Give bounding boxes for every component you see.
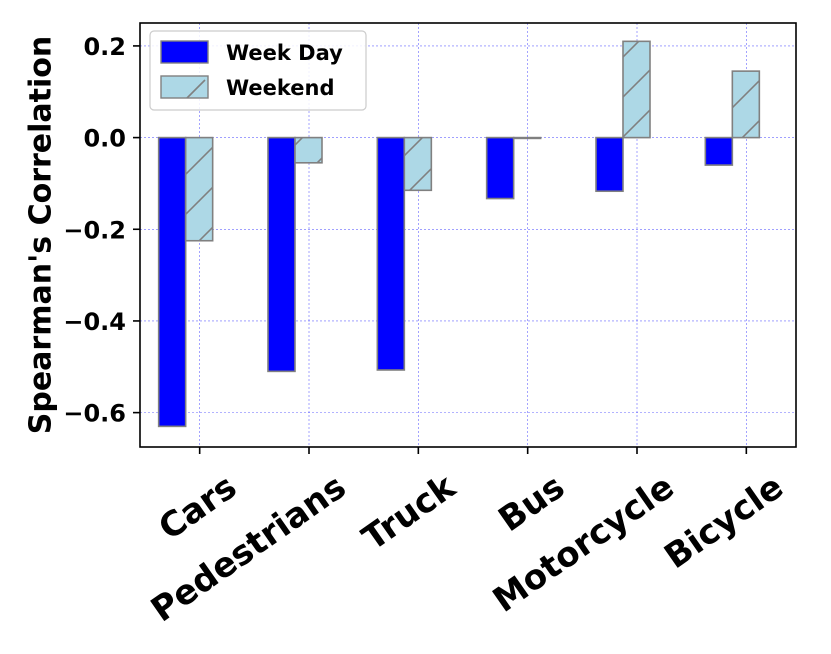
y-axis-label: Spearman's Correlation: [24, 36, 59, 435]
x-tick-label: Pedestrians: [144, 467, 353, 630]
bar-weekday: [157, 136, 187, 428]
y-tick-label: 0.2: [83, 33, 126, 61]
bar-weekday: [595, 136, 624, 193]
y-tick-label: −0.6: [63, 400, 126, 428]
x-tick-label: Truck: [355, 466, 464, 559]
y-tick-label: −0.4: [63, 308, 126, 336]
bar-hatch: [732, 71, 760, 138]
bar-weekday: [376, 136, 406, 371]
bar-hatch: [404, 137, 432, 191]
y-tick-label: −0.2: [63, 216, 126, 244]
bar-weekday: [485, 136, 515, 200]
bars: [157, 40, 761, 428]
bar-weekend: [512, 136, 542, 140]
legend-hatch: [186, 79, 206, 99]
bar-weekday: [267, 136, 296, 373]
x-tick-label: Bicycle: [657, 467, 790, 577]
legend-swatch: [160, 40, 209, 64]
bar-weekday: [704, 136, 734, 166]
legend-swatch: [160, 75, 209, 99]
legend-label: Weekend: [226, 76, 335, 100]
bar-hatch: [295, 137, 322, 163]
bar-hatch: [185, 137, 213, 241]
grid-lines: [140, 23, 796, 447]
plot-frame: [139, 22, 797, 448]
bar-hatch: [623, 41, 650, 138]
x-tick-label: Bus: [491, 467, 572, 540]
legend-label: Week Day: [226, 41, 343, 65]
y-tick-label: 0.0: [83, 125, 126, 153]
legend: Week Day Weekend: [149, 30, 367, 111]
